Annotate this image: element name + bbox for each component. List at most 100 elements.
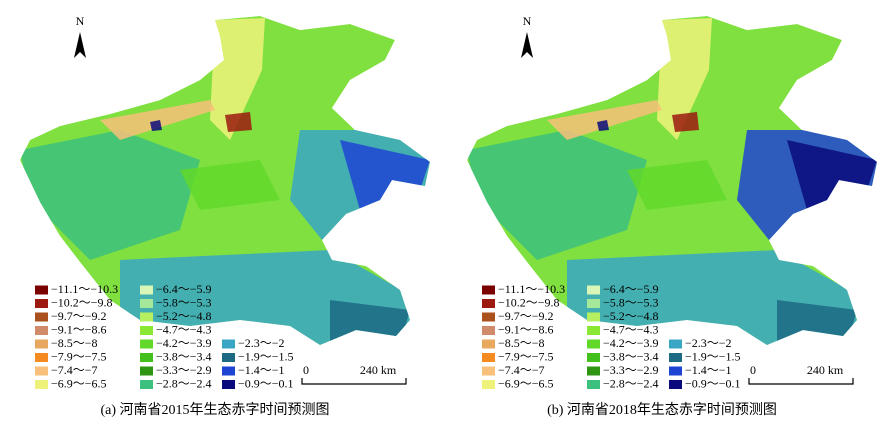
legend-swatch [587, 366, 600, 376]
panel: N −11.1～−10.3−10.2～−9.8−9.7～−9.2−9.1～−8.6… [20, 14, 430, 418]
legend-swatch [482, 353, 495, 362]
legend-swatch [140, 299, 153, 308]
map-region [225, 112, 252, 132]
legend-label: −1.4～−1 [685, 363, 732, 377]
legend-swatch [669, 353, 682, 362]
legend-label: −8.5～−8 [51, 336, 98, 350]
legend-label: −2.8～−2.4 [156, 376, 212, 390]
legend-label: −3.3～−2.9 [603, 363, 659, 377]
legend-swatch [140, 380, 153, 389]
legend-label: −5.2～−4.8 [603, 309, 659, 323]
legend-label: −0.9～−0.1 [685, 376, 741, 390]
scale-end: 240 km [360, 363, 397, 377]
scale-bar [748, 378, 854, 385]
legend-swatch [587, 353, 600, 362]
legend-swatch [482, 299, 495, 308]
legend-swatch [140, 339, 153, 349]
legend-swatch [482, 326, 495, 335]
legend-swatch [587, 326, 600, 335]
north-label: N [76, 14, 85, 28]
map-region [100, 100, 215, 140]
legend-label: −7.9～−7.5 [51, 349, 107, 363]
legend-swatch [669, 380, 682, 389]
legend-swatch [140, 312, 153, 322]
legend-label: −4.7～−4.3 [603, 322, 659, 336]
legend-swatch [35, 380, 48, 389]
legend-label: −3.3～−2.9 [156, 363, 212, 377]
legend-label: −5.8～−5.3 [156, 295, 212, 309]
legend-swatch [587, 285, 600, 295]
scale-bar [301, 378, 407, 385]
legend-swatch [35, 299, 48, 308]
scale-start: 0 [303, 363, 309, 377]
legend-label: −3.8～−3.4 [603, 349, 659, 363]
north-arrow [74, 32, 86, 58]
legend-label: −2.8～−2.4 [603, 376, 659, 390]
map-region [597, 120, 609, 131]
legend-label: −9.7～−9.2 [51, 309, 107, 323]
scale-start: 0 [750, 363, 756, 377]
legend-swatch [35, 326, 48, 335]
legend-label: −7.4～−7 [498, 363, 545, 377]
legend-label: −5.2～−4.8 [156, 309, 212, 323]
caption: (b) 河南省2018年生态赤字时间预测图 [547, 402, 777, 418]
legend-label: −1.4～−1 [238, 363, 285, 377]
scale-end: 240 km [807, 363, 844, 377]
legend-swatch [140, 326, 153, 335]
legend-swatch [222, 353, 235, 362]
legend-label: −2.3～−2 [685, 336, 732, 350]
legend-swatch [35, 312, 48, 322]
legend-label: −7.9～−7.5 [498, 349, 554, 363]
map [467, 16, 877, 345]
map-region [210, 18, 265, 140]
legend-swatch [587, 299, 600, 308]
north-label: N [523, 14, 532, 28]
caption: (a) 河南省2015年生态赤字时间预测图 [100, 402, 329, 418]
legend-swatch [587, 312, 600, 322]
legend-label: −8.5～−8 [498, 336, 545, 350]
legend-swatch [587, 339, 600, 349]
legend-swatch [482, 312, 495, 322]
legend-swatch [140, 366, 153, 376]
legend-label: −3.8～−3.4 [156, 349, 212, 363]
map-region [672, 112, 699, 132]
legend-swatch [222, 366, 235, 376]
map-region [20, 130, 200, 260]
legend-label: −2.3～−2 [238, 336, 285, 350]
north-arrow [521, 32, 533, 58]
legend-swatch [482, 366, 495, 376]
legend-label: −6.4～−5.9 [156, 282, 212, 296]
legend-swatch [669, 366, 682, 376]
legend-swatch [587, 380, 600, 389]
legend-swatch [482, 285, 495, 295]
legend-swatch [35, 339, 48, 349]
legend-label: −10.2～−9.8 [498, 295, 560, 309]
legend-swatch [35, 366, 48, 376]
map-region [180, 160, 280, 210]
legend-label: −4.7～−4.3 [156, 322, 212, 336]
legend-label: −4.2～−3.9 [156, 336, 212, 350]
legend-swatch [482, 339, 495, 349]
legend-label: −9.7～−9.2 [498, 309, 554, 323]
map-region [150, 120, 162, 131]
map-region [467, 130, 647, 260]
legend-swatch [140, 353, 153, 362]
legend-label: −1.9～−1.5 [238, 349, 294, 363]
legend-label: −10.2～−9.8 [51, 295, 113, 309]
panel: N −11.1～−10.3−10.2～−9.8−9.7～−9.2−9.1～−8.6… [467, 14, 877, 418]
legend-label: −1.9～−1.5 [685, 349, 741, 363]
legend-label: −11.1～−10.3 [498, 282, 565, 296]
legend-label: −6.9～−6.5 [498, 376, 554, 390]
legend-label: −9.1～−8.6 [498, 322, 554, 336]
legend-label: −0.9～−0.1 [238, 376, 294, 390]
legend-swatch [222, 339, 235, 349]
map-region [547, 100, 662, 140]
legend-swatch [35, 285, 48, 295]
legend-swatch [222, 380, 235, 389]
map-region [657, 18, 712, 140]
legend-label: −11.1～−10.3 [51, 282, 118, 296]
legend-label: −5.8～−5.3 [603, 295, 659, 309]
legend-swatch [669, 339, 682, 349]
map-region [627, 160, 727, 210]
